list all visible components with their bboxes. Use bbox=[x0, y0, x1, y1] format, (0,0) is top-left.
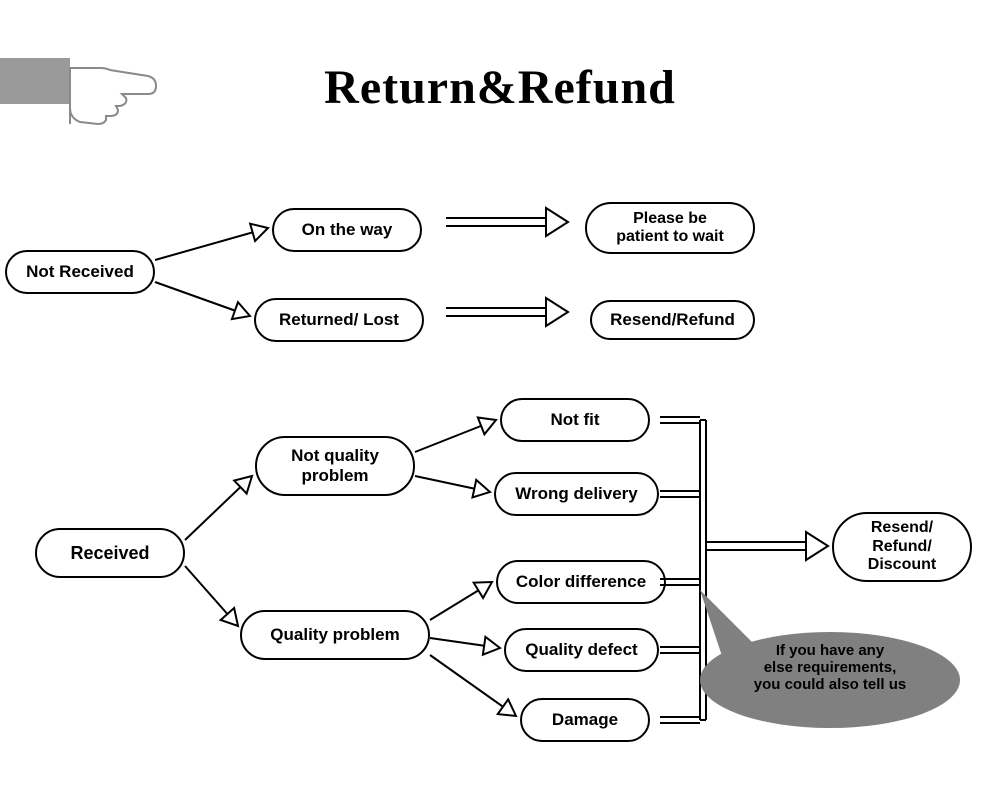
node-not-quality: Not qualityproblem bbox=[255, 436, 415, 496]
node-color-diff: Color difference bbox=[496, 560, 666, 604]
node-resend-refund: Resend/Refund bbox=[590, 300, 755, 340]
node-quality: Quality problem bbox=[240, 610, 430, 660]
node-not-fit: Not fit bbox=[500, 398, 650, 442]
node-damage: Damage bbox=[520, 698, 650, 742]
node-on-the-way: On the way bbox=[272, 208, 422, 252]
node-patient: Please bepatient to wait bbox=[585, 202, 755, 254]
node-not-received: Not Received bbox=[5, 250, 155, 294]
node-quality-defect: Quality defect bbox=[504, 628, 659, 672]
node-wrong-delivery: Wrong delivery bbox=[494, 472, 659, 516]
page-title: Return&Refund bbox=[0, 60, 1000, 115]
speech-bubble-text: If you have anyelse requirements,you cou… bbox=[710, 642, 950, 693]
node-received: Received bbox=[35, 528, 185, 578]
flowchart-stage: Return&Refund Not Received On the way Re… bbox=[0, 0, 1000, 792]
node-returned-lost: Returned/ Lost bbox=[254, 298, 424, 342]
node-resend-refund-discount: Resend/Refund/Discount bbox=[832, 512, 972, 582]
